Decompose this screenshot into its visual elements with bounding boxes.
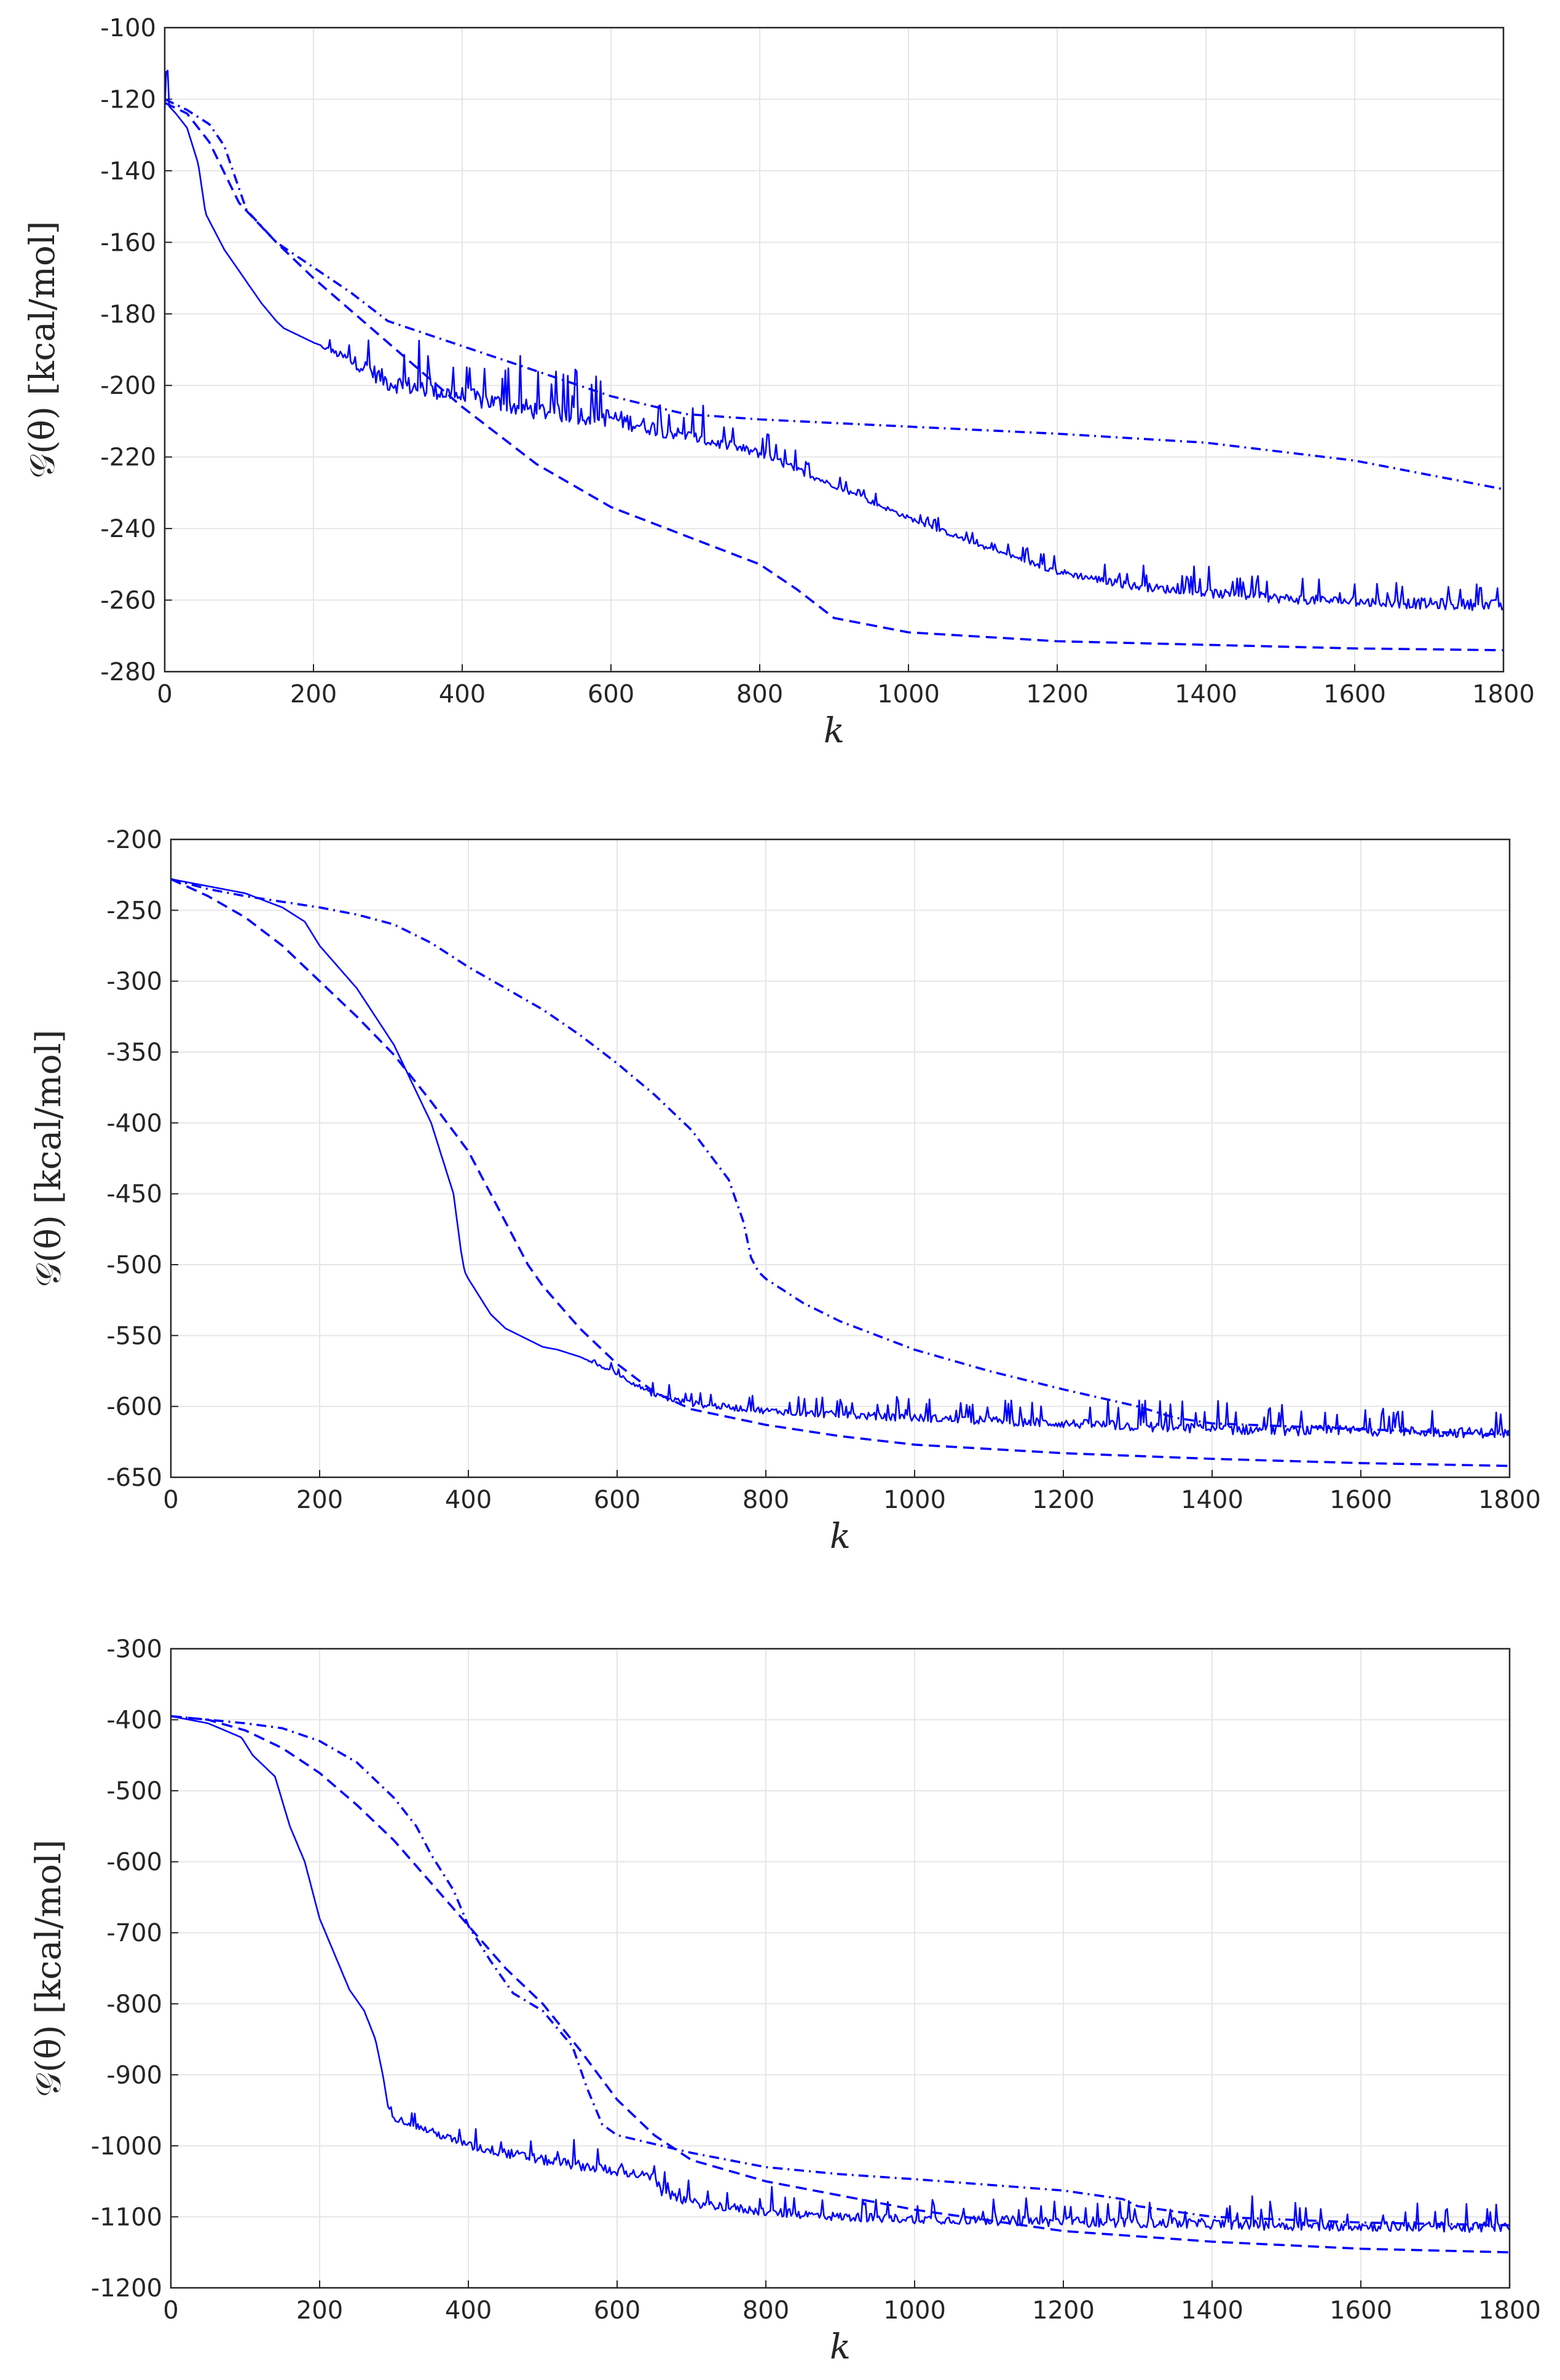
- series-line-dashed: [171, 1715, 1510, 2253]
- y-tick-label: -1200: [91, 2274, 162, 2303]
- y-tick-label: -300: [106, 1635, 162, 1663]
- y-tick-label: -500: [106, 1777, 162, 1805]
- y-tick-label: -200: [106, 826, 162, 854]
- y-tick-label: -250: [106, 897, 162, 925]
- y-tick-label: -900: [106, 2061, 162, 2089]
- axes-frame: [170, 838, 1511, 1479]
- x-tick-label: 600: [594, 2296, 640, 2325]
- y-axis-label: 𝒢(θ) [kcal/mol]: [29, 1840, 69, 2097]
- axes-frame: [170, 1648, 1511, 2289]
- chart-panel-3: 0 200 400 600 800 1000 1200 1400 1600 1800 -300 -40…: [29, 1635, 1541, 2367]
- x-tick-label: 1000: [883, 2296, 946, 2325]
- x-tick-label: 1200: [1026, 680, 1089, 709]
- x-tick-label: 0: [163, 1486, 178, 1514]
- y-tick-label: -1000: [91, 2132, 162, 2161]
- x-tick-label: 800: [743, 1486, 789, 1514]
- y-tick-label: -350: [106, 1039, 162, 1067]
- x-tick-label: 1400: [1175, 680, 1237, 709]
- plot-area: [171, 878, 1510, 1467]
- x-tick-label: 200: [296, 1486, 343, 1514]
- x-axis-label: k: [824, 711, 845, 751]
- x-tick-label: 800: [743, 2296, 789, 2325]
- x-tick-label: 1600: [1330, 1486, 1392, 1514]
- x-tick-label: 1800: [1478, 2296, 1541, 2325]
- y-tick-label: -550: [106, 1322, 162, 1350]
- series-line-dashed: [165, 101, 1503, 651]
- axes-frame: [163, 26, 1505, 673]
- y-tick-label: -650: [106, 1464, 162, 1492]
- y-tick-label: -260: [100, 587, 156, 615]
- x-axis-label: k: [830, 2327, 851, 2367]
- series-line-solid: [171, 878, 1510, 1439]
- x-tick-label: 1000: [883, 1486, 946, 1514]
- x-tick-label: 400: [439, 680, 486, 709]
- y-tick-label: -400: [106, 1706, 162, 1735]
- x-tick-label: 400: [445, 2296, 492, 2325]
- y-tick-label: -700: [106, 1919, 162, 1947]
- y-tick-label: -280: [100, 658, 156, 686]
- y-tick-label: -160: [100, 229, 156, 257]
- x-tick-label: 1600: [1323, 680, 1386, 709]
- y-tick-label: -180: [100, 300, 156, 329]
- y-axis-label: 𝒢(θ) [kcal/mol]: [29, 1030, 69, 1287]
- y-tick-label: -120: [100, 85, 156, 114]
- series-line-dash-dot: [171, 1715, 1510, 2227]
- y-tick-label: -220: [100, 444, 156, 472]
- plot-area: [171, 1715, 1510, 2253]
- x-tick-label: 1800: [1472, 680, 1535, 709]
- x-tick-label: 1000: [877, 680, 940, 709]
- series-line-solid: [165, 69, 1503, 611]
- x-tick-label: 1200: [1032, 2296, 1095, 2325]
- y-tick-label: -600: [106, 1848, 162, 1877]
- chart-panel-2: 0 200 400 600 800 1000 1200 1400 1600 1800 -200 -25…: [29, 826, 1541, 1557]
- x-axis-label: k: [830, 1517, 851, 1557]
- y-tick-label: -400: [106, 1109, 162, 1137]
- plot-area: [165, 69, 1503, 651]
- y-tick-label: -800: [106, 1990, 162, 2019]
- y-tick-label: -200: [100, 372, 156, 400]
- series-line-solid: [171, 1715, 1510, 2233]
- x-tick-label: 1400: [1181, 2296, 1243, 2325]
- x-tick-label: 800: [736, 680, 783, 709]
- x-tick-label: 1200: [1032, 1486, 1095, 1514]
- y-tick-label: -1100: [91, 2203, 162, 2231]
- x-tick-label: 200: [296, 2296, 343, 2325]
- x-tick-label: 600: [588, 680, 634, 709]
- x-tick-label: 0: [163, 2296, 178, 2325]
- y-tick-label: -240: [100, 515, 156, 543]
- x-tick-label: 1800: [1478, 1486, 1541, 1514]
- x-tick-label: 600: [594, 1486, 640, 1514]
- x-tick-label: 200: [290, 680, 337, 709]
- y-tick-label: -100: [100, 14, 156, 42]
- chart-panel-1: 0 200 400 600 800 1000 1200 1400 1600 1800 -100 -12…: [23, 14, 1535, 751]
- x-tick-label: 0: [157, 680, 172, 709]
- x-tick-label: 400: [445, 1486, 492, 1514]
- y-tick-label: -600: [106, 1393, 162, 1421]
- y-tick-label: -140: [100, 157, 156, 186]
- x-tick-label: 1600: [1330, 2296, 1392, 2325]
- x-tick-label: 1400: [1181, 1486, 1243, 1514]
- y-tick-label: -500: [106, 1251, 162, 1279]
- y-tick-label: -300: [106, 968, 162, 996]
- y-tick-label: -450: [106, 1180, 162, 1209]
- y-axis-label: 𝒢(θ) [kcal/mol]: [23, 221, 63, 479]
- series-line-dashed: [171, 878, 1510, 1467]
